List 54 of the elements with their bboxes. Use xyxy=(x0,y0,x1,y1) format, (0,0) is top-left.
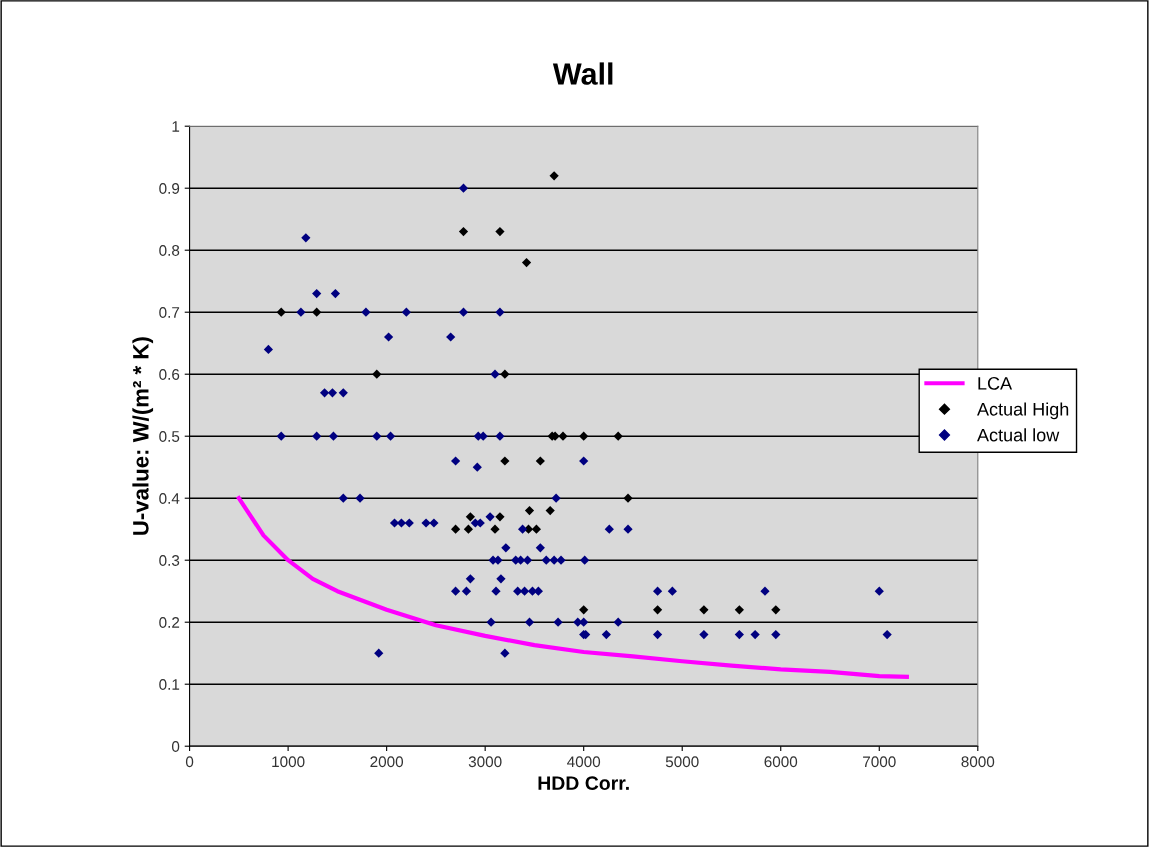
point xyxy=(623,493,633,503)
point xyxy=(545,506,555,516)
x-tick-label: 1000 xyxy=(272,756,305,768)
point xyxy=(699,605,709,615)
point xyxy=(451,524,461,534)
point xyxy=(463,524,474,534)
y-tick-label: 0.5 xyxy=(159,431,180,442)
point xyxy=(495,512,505,522)
y-tick-label: 0.9 xyxy=(159,183,180,194)
point xyxy=(500,456,510,466)
legend-label: Actual High xyxy=(977,402,1069,420)
y-tick-label: 0.8 xyxy=(159,245,180,256)
legend-label: LCA xyxy=(978,377,1013,390)
point xyxy=(579,605,589,615)
x-tick-label: 3000 xyxy=(468,756,502,768)
line-series xyxy=(236,496,909,679)
point xyxy=(521,258,532,268)
point xyxy=(458,227,469,237)
x-axis-title: HDD Corr. xyxy=(538,776,629,791)
x-tick-label: 4000 xyxy=(567,756,601,768)
point xyxy=(495,227,505,237)
x-tick-label: 2000 xyxy=(370,756,404,768)
point xyxy=(276,307,286,317)
x-tick-label: 5000 xyxy=(665,756,699,768)
point xyxy=(490,524,500,534)
y-tick-label: 0.2 xyxy=(159,617,180,628)
point xyxy=(312,307,322,317)
point xyxy=(652,605,663,615)
legend-label: Actual low xyxy=(977,428,1060,442)
y-tick-label: 0.6 xyxy=(159,369,180,380)
y-tick-label: 0.3 xyxy=(159,555,180,566)
point xyxy=(579,431,589,441)
point xyxy=(771,605,781,615)
x-tick-label: 8000 xyxy=(961,756,995,768)
x-tick-label: 6000 xyxy=(764,756,798,768)
point xyxy=(500,369,510,379)
point xyxy=(549,171,559,181)
y-tick-label: 0.7 xyxy=(159,307,180,318)
point xyxy=(524,506,535,516)
point xyxy=(531,524,542,534)
y-tick-label: 0 xyxy=(171,741,180,752)
y-tick-label: 0.1 xyxy=(159,679,180,690)
chart-title: Wall xyxy=(552,62,613,85)
y-tick-label: 1 xyxy=(172,121,180,132)
y-tick-label: 0.4 xyxy=(159,493,180,504)
x-tick-label: 7000 xyxy=(863,756,896,768)
point xyxy=(734,605,744,615)
point xyxy=(535,456,545,466)
point xyxy=(613,431,623,441)
point xyxy=(372,369,382,379)
point xyxy=(465,512,475,522)
y-axis-title: U-value: W/(m² * K) xyxy=(132,337,154,535)
point xyxy=(558,431,568,441)
x-tick-label: 0 xyxy=(185,756,194,768)
